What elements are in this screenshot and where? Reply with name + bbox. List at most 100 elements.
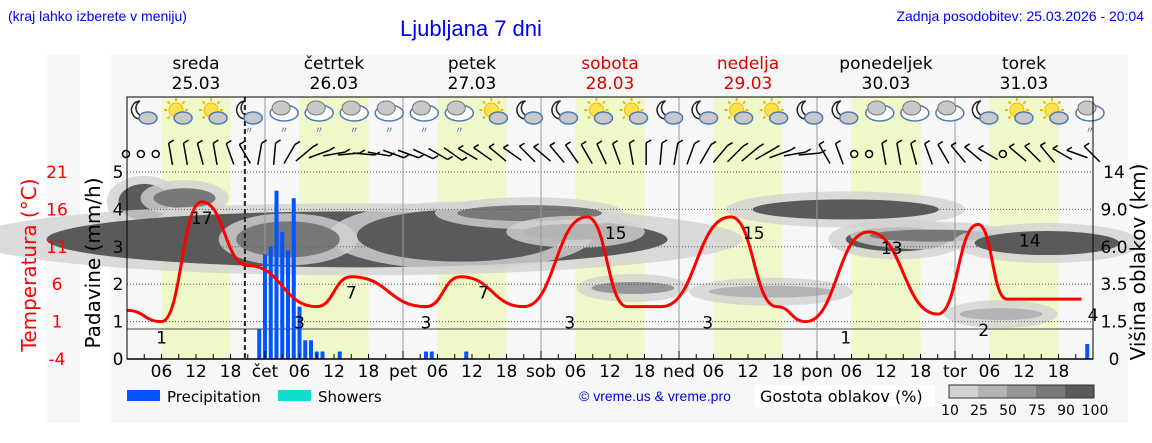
wind-barb-icon	[910, 139, 918, 165]
x-tick: 18	[496, 362, 518, 382]
svg-text:7: 7	[346, 284, 357, 304]
day-date: 29.03	[724, 74, 773, 94]
precip-tick: 1	[113, 313, 124, 333]
precip-bar	[424, 351, 428, 359]
svg-text:〃: 〃	[455, 126, 464, 136]
calm-wind-icon	[864, 149, 874, 159]
svg-text:3: 3	[421, 314, 432, 334]
x-tick: 12	[461, 362, 483, 382]
wind-barb-icon	[645, 139, 652, 165]
precip-bar	[274, 190, 279, 359]
wind-barb-icon	[1039, 141, 1056, 163]
wind-barb-icon	[769, 146, 796, 159]
wind-barb-icon	[727, 142, 749, 163]
svg-text:〃: 〃	[315, 126, 324, 136]
calm-wind-icon	[121, 149, 131, 159]
svg-text:3: 3	[294, 314, 305, 334]
precip-tick: 5	[113, 163, 124, 183]
axes: 54321021161161-4149.06.03.51.50Temperatu…	[17, 96, 1150, 382]
moon-cloud-icon	[971, 100, 999, 125]
svg-text:〃: 〃	[350, 126, 359, 136]
x-tick: 18	[910, 362, 932, 382]
precip-bar	[286, 250, 290, 359]
cloud-density-label: Gostota oblakov (%)	[760, 387, 923, 406]
day-name: nedelja	[717, 54, 779, 74]
wind-barb-icon	[896, 139, 903, 165]
moon-cloud-icon	[551, 100, 579, 125]
day-date: 25.03	[172, 74, 221, 94]
x-tick: 12	[323, 362, 345, 382]
wind-barb-icon	[196, 139, 204, 165]
x-tick: 06	[703, 362, 725, 382]
legend: Precipitation Showers Gostota oblakov (%) 1…	[127, 384, 1108, 419]
x-tick: 18	[772, 362, 794, 382]
wind-barb-icon	[699, 140, 717, 164]
wind-barb-icon	[712, 141, 733, 163]
cloud-density-tick: 10	[941, 403, 959, 419]
cloud-axis-title: Višina oblakov (km)	[1126, 164, 1150, 361]
moon-cloud-icon	[656, 100, 684, 125]
wind-barb-icon	[272, 139, 281, 166]
svg-text:13: 13	[881, 239, 903, 259]
wind-barb-icon	[673, 139, 684, 165]
wind-barb-icon	[457, 144, 478, 161]
cloud-density-tick: 50	[999, 403, 1017, 419]
moon-cloud-icon	[831, 100, 859, 125]
credit-link[interactable]: © vreme.us & vreme.pro	[579, 388, 731, 404]
temperature-line	[126, 200, 1082, 324]
precip-bar	[280, 231, 285, 359]
cloud-tick: 14	[1103, 163, 1125, 183]
cloud-icon	[865, 100, 895, 122]
x-tick: ned	[663, 362, 695, 382]
precip-tick: 0	[113, 350, 124, 370]
showers-legend-label: Showers	[318, 388, 382, 406]
wind-barb-icon	[924, 140, 933, 165]
precip-axis-title: Padavine (mm/h)	[81, 177, 105, 348]
precipitation-legend-label: Precipitation	[167, 388, 261, 406]
precip-bar	[429, 351, 434, 359]
calm-wind-icon	[849, 149, 859, 159]
x-tick: 18	[220, 362, 242, 382]
x-tick: 06	[289, 362, 311, 382]
wind-barb-icon	[212, 139, 219, 165]
wind-barb-icon	[741, 143, 764, 162]
day-name: četrtek	[304, 54, 365, 74]
wind-barb-icon	[1066, 146, 1088, 159]
calm-wind-icon	[136, 149, 146, 159]
x-tick: 06	[841, 362, 863, 382]
wind-barb-icon	[1083, 142, 1101, 163]
svg-text:15: 15	[743, 224, 765, 244]
x-tick: pon	[801, 362, 833, 382]
sun-cloud-icon	[164, 98, 193, 125]
temp-tick: 16	[46, 200, 68, 220]
cloud-tick: 1.5	[1100, 313, 1127, 333]
wind-barb-icon	[580, 140, 593, 164]
wind-barb-icon	[596, 140, 607, 165]
cloud-tick: 9.0	[1100, 200, 1127, 220]
wind-barb-icon	[1008, 143, 1027, 162]
wind-barb-icon	[783, 148, 811, 157]
cloud-rain-icon: 〃	[444, 100, 475, 136]
x-tick: 12	[875, 362, 897, 382]
region-hint-link[interactable]: (kraj lahko izberete v meniju)	[8, 8, 187, 24]
x-tick: 06	[427, 362, 449, 382]
precip-bar	[1085, 344, 1090, 359]
cloud-icon	[900, 100, 930, 122]
wind-barb-icon	[182, 139, 189, 165]
wind-barb-icon	[428, 147, 454, 161]
wind-barb-icon	[443, 147, 468, 161]
sun-cloud-icon	[724, 98, 754, 125]
wind-barb-icon	[628, 139, 635, 165]
x-tick: 18	[358, 362, 380, 382]
precip-bar	[263, 254, 267, 359]
svg-text:15: 15	[605, 224, 627, 244]
wind-barb-icon	[167, 139, 175, 165]
cloud-tick: 0	[1109, 350, 1120, 370]
last-update: Zadnja posodobitev: 25.03.2026 - 20:04	[896, 8, 1144, 24]
sun-cloud-icon	[199, 98, 228, 125]
wind-barb-icon	[755, 144, 780, 161]
cloud-tick: 3.5	[1100, 275, 1127, 295]
x-tick: tor	[943, 362, 967, 382]
cloud-rain-icon: 〃	[339, 100, 369, 136]
sun-cloud-icon	[1004, 98, 1034, 125]
